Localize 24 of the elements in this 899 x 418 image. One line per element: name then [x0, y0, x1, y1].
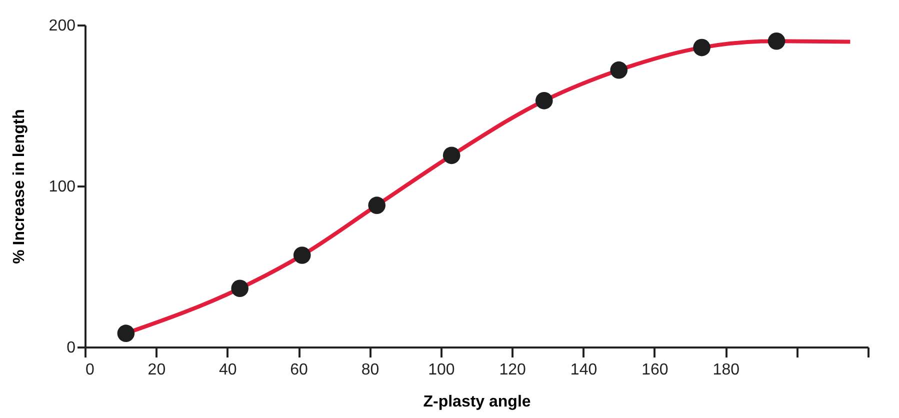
x-tick-label: 40	[218, 362, 237, 378]
x-axis-title: Z-plasty angle	[423, 394, 531, 410]
point	[442, 146, 460, 164]
x-tick-label: 120	[499, 362, 526, 378]
x-tick-label: 100	[428, 362, 455, 378]
point	[368, 196, 386, 214]
x-tick-label: 60	[290, 362, 308, 378]
x-tick-label: 0	[86, 362, 94, 378]
point	[231, 280, 248, 298]
point	[293, 246, 311, 264]
x-tick-label: 180	[712, 362, 740, 378]
point	[768, 32, 786, 50]
y-axis-title: % Increase in length	[10, 109, 28, 264]
x-tick-label: 20	[148, 362, 166, 378]
y-tick-label: 0	[66, 340, 76, 356]
x-tick-label: 160	[642, 362, 668, 378]
point	[535, 92, 553, 110]
y-tick-label: 100	[48, 178, 76, 196]
point	[693, 38, 710, 56]
x-tick-label: 140	[570, 362, 598, 378]
point	[610, 61, 628, 79]
x-tick-label: 80	[361, 362, 380, 378]
point	[117, 324, 135, 342]
y-tick-label: 200	[48, 18, 76, 34]
